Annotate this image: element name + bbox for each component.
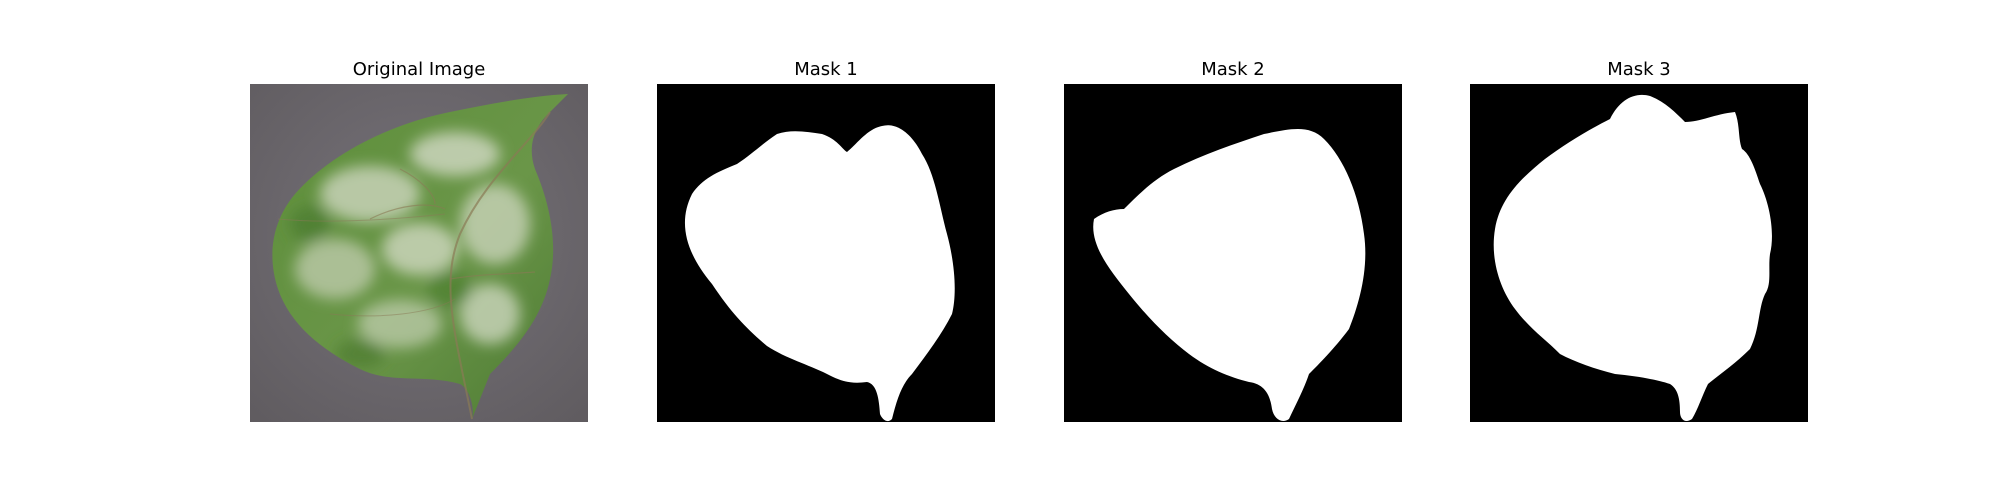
leaf-mask (1064, 84, 1402, 422)
leaf-photo (250, 84, 588, 422)
panel-title: Original Image (352, 59, 486, 80)
leaf-mask (657, 84, 995, 422)
panel-title: Mask 3 (1607, 59, 1671, 80)
panel-title: Mask 1 (794, 59, 858, 80)
panel-title: Mask 2 (1201, 59, 1265, 80)
leaf-mask (1470, 84, 1808, 422)
